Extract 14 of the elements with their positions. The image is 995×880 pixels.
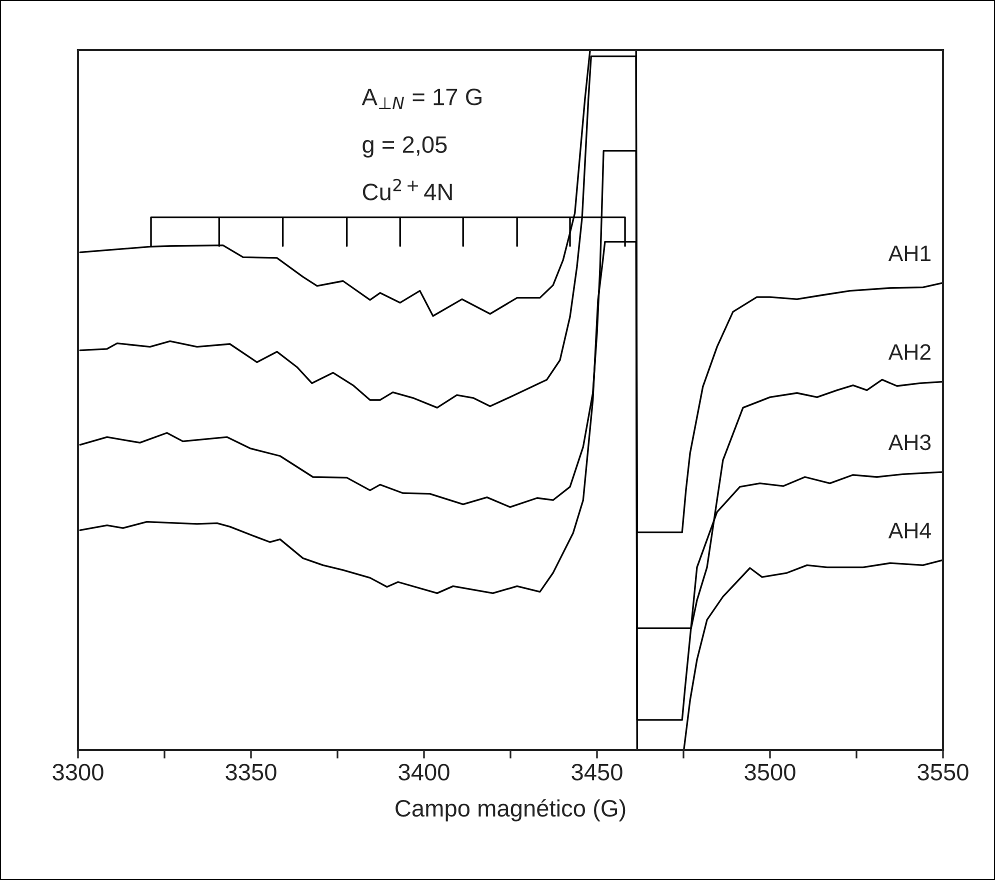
x-axis-title: Campo magnético (G) xyxy=(396,799,626,822)
x-tick-label: 3300 xyxy=(52,764,104,781)
x-tick-label: 3350 xyxy=(226,764,276,781)
x-tick-label: 3450 xyxy=(572,764,622,781)
x-tick-label: 3550 xyxy=(918,764,968,781)
series-label: AH4 xyxy=(888,522,931,538)
x-tick-label: 3400 xyxy=(398,764,450,781)
series-label: AH1 xyxy=(888,246,930,261)
series-label: AH3 xyxy=(888,434,931,450)
series-label: AH2 xyxy=(888,344,930,360)
annotation: g = 2,05 xyxy=(362,136,447,158)
x-tick-label: 3500 xyxy=(744,764,796,781)
annotation: A$_{⊥N}$ = 17 G xyxy=(362,88,482,109)
annotation: Cu$^{2+}$4N xyxy=(362,178,452,200)
